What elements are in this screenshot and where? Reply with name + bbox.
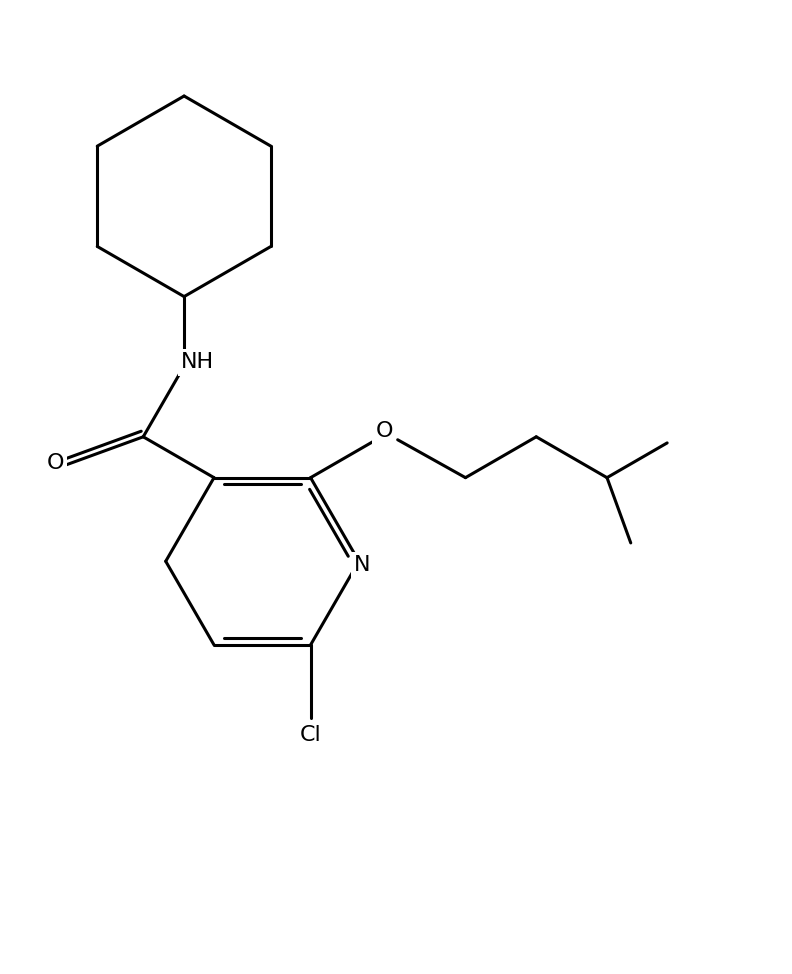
- Text: N: N: [354, 555, 371, 575]
- Text: O: O: [375, 421, 393, 441]
- Text: O: O: [47, 453, 64, 473]
- Text: Cl: Cl: [299, 725, 322, 745]
- Text: NH: NH: [181, 353, 214, 372]
